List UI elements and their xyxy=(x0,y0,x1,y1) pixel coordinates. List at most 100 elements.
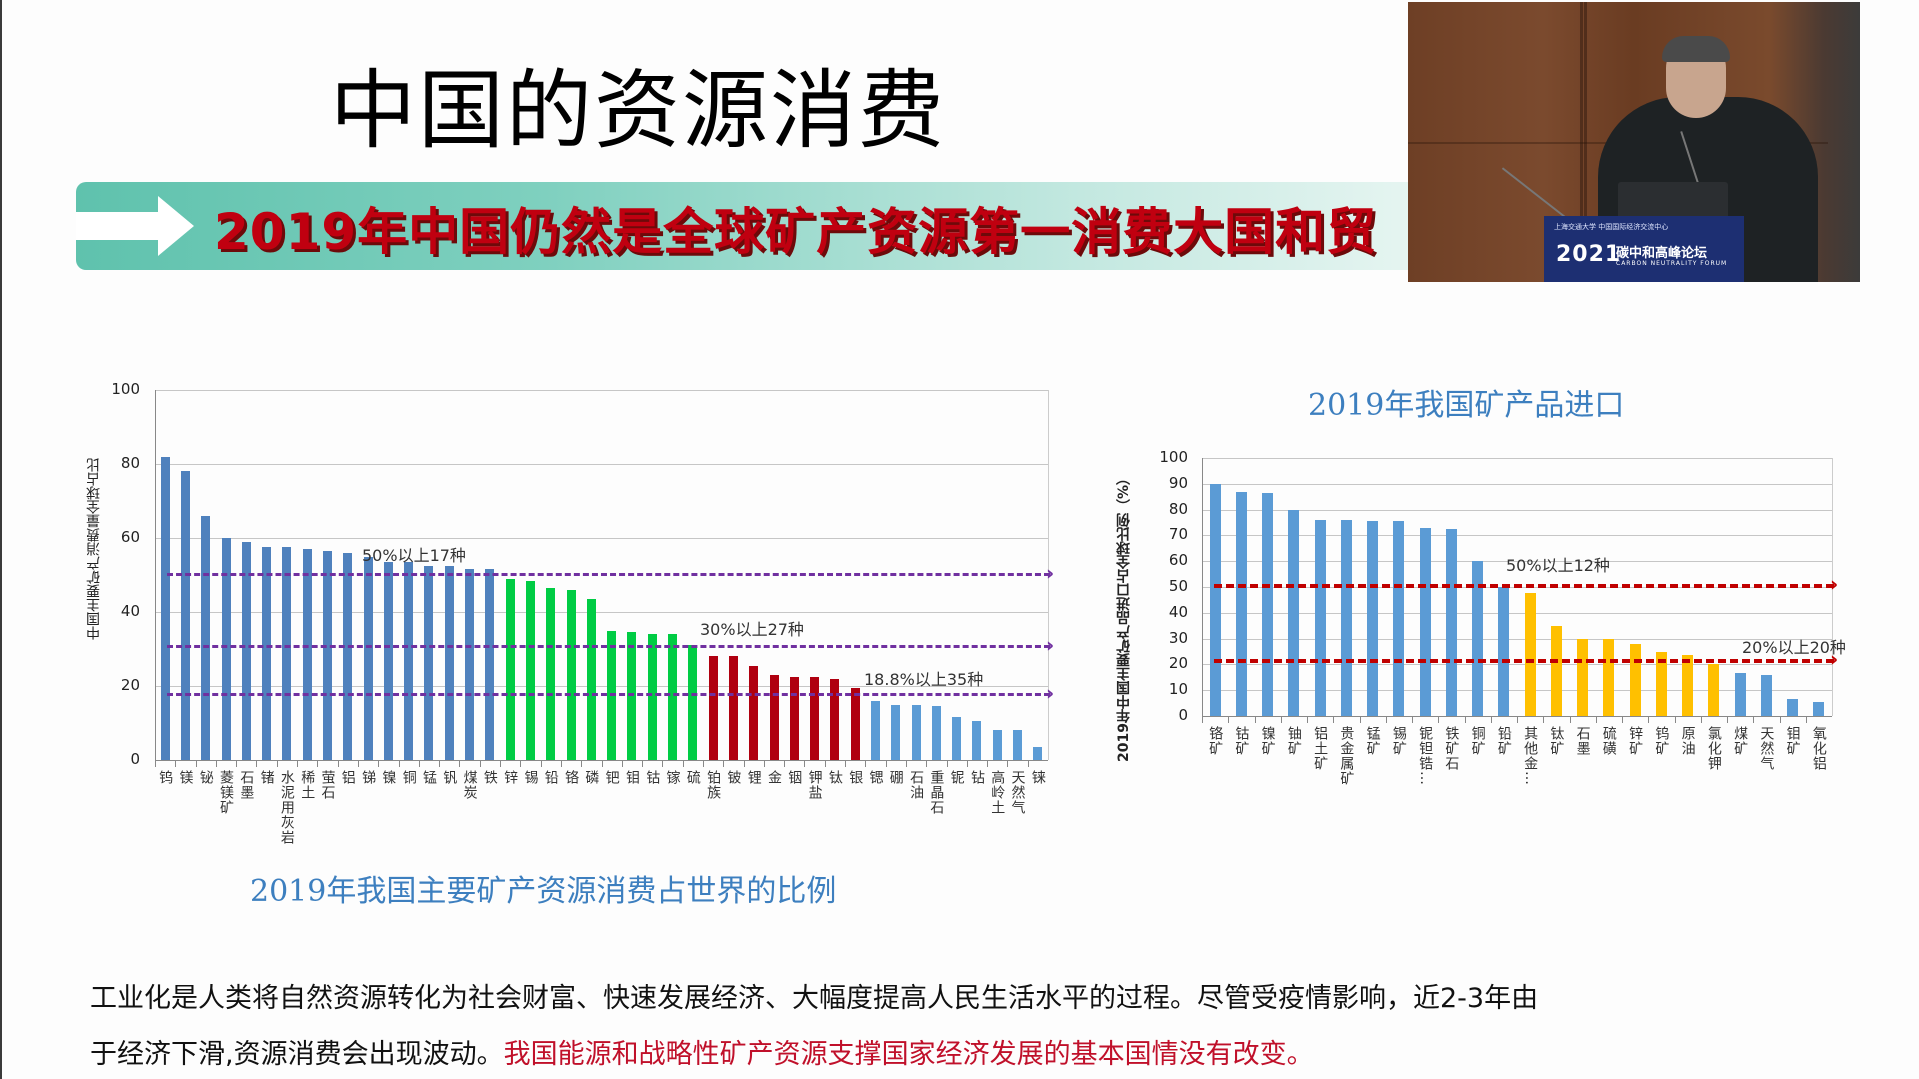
x-category-label: 铌 xyxy=(948,770,965,785)
x-category-label: 镍 xyxy=(380,770,397,785)
x-category-label: 铋 xyxy=(197,770,214,785)
x-tick xyxy=(621,760,623,767)
x-tick xyxy=(763,760,765,767)
podium-forum-subtitle: CARBON NEUTRALITY FORUM xyxy=(1616,260,1728,267)
body-text-black: 于经济下滑,资源消费会出现波动。 xyxy=(90,1039,504,1070)
x-category-label: 铍 xyxy=(725,770,742,785)
x-tick xyxy=(1569,716,1571,723)
x-category-label: 菱镁矿 xyxy=(218,770,235,815)
x-tick xyxy=(560,760,562,767)
x-category-label: 铟 xyxy=(786,770,803,785)
x-tick xyxy=(155,760,156,767)
bar xyxy=(1760,674,1772,716)
threshold-line xyxy=(167,645,1050,649)
bar xyxy=(891,704,901,760)
bar xyxy=(404,562,414,760)
chart-title: 2019年我国矿产品进口 xyxy=(1308,388,1625,423)
y-tick-label: 0 xyxy=(1178,706,1188,724)
gridline xyxy=(155,464,1048,465)
bar xyxy=(708,656,718,760)
x-tick xyxy=(418,760,420,767)
x-tick xyxy=(1595,716,1597,723)
x-tick xyxy=(784,760,786,767)
bar xyxy=(870,700,880,760)
y-tick-label: 100 xyxy=(1159,448,1188,466)
bar xyxy=(749,665,759,760)
threshold-line xyxy=(167,693,1050,697)
x-category-label: 钯 xyxy=(603,770,620,785)
bar xyxy=(180,471,190,760)
x-tick xyxy=(1805,716,1807,723)
x-category-label: 锰矿 xyxy=(1364,726,1381,756)
bar xyxy=(1734,673,1746,716)
x-tick xyxy=(317,760,319,767)
x-tick xyxy=(520,760,522,767)
x-tick xyxy=(256,760,258,767)
bar xyxy=(1419,527,1431,716)
y-axis-title: 2019年中国主要矿产品进口占全球比例（%） xyxy=(1116,471,1132,762)
x-category-label: 锂 xyxy=(745,770,762,785)
x-tick xyxy=(1438,716,1440,723)
bar xyxy=(1655,651,1667,716)
bar xyxy=(688,645,698,760)
x-tick xyxy=(195,760,197,767)
x-category-label: 其他金… xyxy=(1522,726,1539,786)
threshold-label: 18.8%以上35种 xyxy=(864,670,984,689)
bar xyxy=(931,706,941,760)
x-category-label: 铼 xyxy=(1029,770,1046,785)
bar xyxy=(647,634,657,760)
chart-caption: 2019年我国主要矿产资源消费占世界的比例 xyxy=(250,874,837,909)
x-category-label: 铬 xyxy=(563,770,580,785)
x-tick xyxy=(865,760,867,767)
gridline xyxy=(1202,664,1832,666)
x-tick xyxy=(215,760,217,767)
x-category-label: 锶 xyxy=(867,770,884,785)
x-category-label: 钼 xyxy=(623,770,640,785)
bar xyxy=(810,676,820,760)
x-category-label: 水泥用灰岩 xyxy=(278,770,295,845)
x-tick xyxy=(1779,716,1781,723)
x-tick xyxy=(987,760,989,767)
bar xyxy=(1262,492,1274,716)
gridline xyxy=(1202,535,1832,537)
y-tick-label: 20 xyxy=(120,676,140,694)
bar xyxy=(1629,643,1641,716)
bar xyxy=(343,552,353,760)
gridline xyxy=(1202,690,1832,692)
x-tick xyxy=(439,760,441,767)
x-category-label: 铁矿石 xyxy=(1443,726,1460,771)
gridline xyxy=(155,612,1048,613)
x-tick xyxy=(1027,760,1029,767)
headline-text: 2019年中国仍然是全球矿产资源第一消费大国和贸 xyxy=(214,203,1378,261)
bar xyxy=(1235,491,1247,716)
x-tick xyxy=(682,760,684,767)
y-tick-label: 60 xyxy=(1168,551,1188,570)
x-tick xyxy=(1007,760,1009,767)
y-tick-label: 30 xyxy=(1168,628,1188,647)
threshold-line xyxy=(1214,584,1834,589)
x-category-label: 煤炭 xyxy=(461,770,478,800)
x-category-label: 铅 xyxy=(542,770,559,785)
x-tick xyxy=(1385,716,1387,723)
body-paragraph-line-1: 工业化是人类将自然资源转化为社会财富、快速发展经济、大幅度提高人民生活水平的过程… xyxy=(90,983,1539,1014)
x-category-label: 磷 xyxy=(583,770,600,785)
bar xyxy=(282,547,292,760)
x-tick xyxy=(885,760,887,767)
y-tick-label: 40 xyxy=(1168,602,1188,621)
x-tick xyxy=(1543,716,1545,723)
x-tick xyxy=(1648,716,1650,723)
bar xyxy=(972,721,982,760)
x-tick xyxy=(398,760,400,767)
x-category-label: 石墨 xyxy=(1574,726,1591,756)
bar xyxy=(323,550,332,760)
speaker-video-inset: 上海交通大学 中国国际经济交流中心 2021 碳中和高峰论坛 CARBON NE… xyxy=(1408,2,1860,282)
x-tick xyxy=(905,760,907,767)
x-category-label: 锗 xyxy=(258,770,275,785)
x-tick xyxy=(1359,716,1361,723)
y-tick-label: 80 xyxy=(120,454,140,472)
x-category-label: 铌钽锆… xyxy=(1417,726,1434,786)
bar xyxy=(769,674,779,760)
x-category-label: 镓 xyxy=(664,770,681,785)
podium-logos: 上海交通大学 中国国际经济交流中心 xyxy=(1554,223,1669,231)
x-tick xyxy=(357,760,359,767)
